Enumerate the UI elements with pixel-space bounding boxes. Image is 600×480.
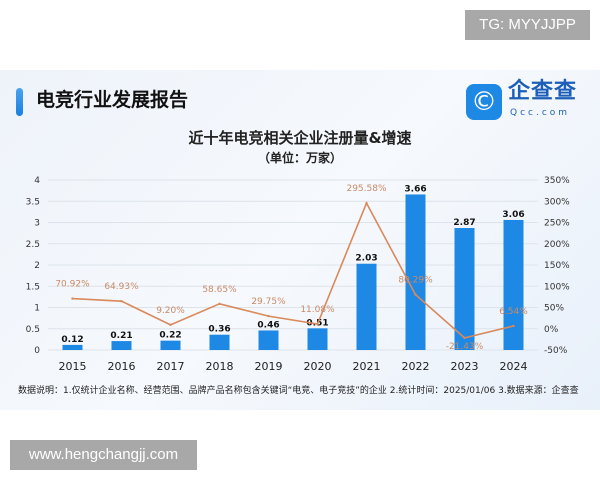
- bar-label: 3.66: [404, 184, 426, 194]
- y-right-tick: 200%: [544, 240, 570, 250]
- bar-2016: [111, 341, 132, 350]
- growth-point: [414, 293, 417, 296]
- y-left-tick: 2.5: [26, 240, 40, 250]
- bar-2015: [62, 344, 83, 350]
- growth-label: 6.54%: [499, 307, 528, 317]
- bar-label: 0.46: [257, 320, 279, 330]
- bar-2021: [356, 263, 377, 350]
- y-left-tick: 0.5: [26, 325, 40, 335]
- growth-label: 64.93%: [104, 282, 139, 292]
- y-left-tick: 3: [34, 219, 40, 229]
- bar-label: 2.87: [453, 218, 475, 228]
- y-left-tick: 4: [34, 176, 40, 186]
- report-card: [0, 70, 600, 410]
- growth-point: [267, 314, 270, 318]
- x-tick: 2023: [451, 360, 479, 373]
- y-right-tick: 50%: [544, 304, 564, 314]
- y-left-tick: 1: [34, 304, 40, 314]
- bar-2023: [454, 228, 475, 350]
- title-accent-bar: [16, 88, 23, 116]
- y-right-tick: 150%: [544, 261, 570, 271]
- bar-2020: [307, 328, 328, 350]
- y-right-tick: 100%: [544, 282, 570, 292]
- growth-point: [120, 299, 123, 303]
- growth-point: [71, 297, 74, 300]
- x-tick: 2021: [353, 360, 381, 373]
- bar-label: 3.06: [502, 210, 524, 220]
- bar-label: 0.12: [61, 335, 83, 345]
- growth-point: [463, 336, 466, 340]
- chart-subtitle: （单位：万家）: [257, 151, 342, 165]
- bar-2017: [160, 340, 181, 350]
- x-tick: 2017: [157, 360, 185, 373]
- chart-title: 近十年电竞相关企业注册量&增速: [188, 129, 412, 147]
- x-tick: 2022: [402, 360, 430, 373]
- x-tick: 2019: [255, 360, 283, 373]
- bar-2024: [503, 219, 524, 350]
- x-tick: 2018: [206, 360, 234, 373]
- growth-point: [365, 201, 368, 205]
- growth-label: 9.20%: [156, 306, 185, 316]
- x-tick: 2016: [108, 360, 136, 373]
- growth-line: [72, 201, 514, 339]
- growth-label: 70.92%: [55, 280, 90, 290]
- x-tick: 2015: [59, 360, 87, 373]
- bar-label: 2.03: [355, 254, 377, 264]
- bar-label: 0.36: [208, 325, 230, 335]
- growth-label: 58.65%: [202, 285, 237, 295]
- y-right-tick: 350%: [544, 176, 570, 186]
- watermark-tg: TG: MYYJJPP: [465, 10, 590, 40]
- growth-point: [316, 322, 319, 326]
- growth-label: 295.58%: [346, 184, 386, 194]
- qcc-logo-icon: ©: [466, 84, 502, 120]
- logo-name: 企查查: [508, 79, 578, 104]
- bar-label: 0.21: [110, 331, 132, 341]
- y-left-tick: 0: [34, 346, 40, 356]
- bar-2019: [258, 330, 279, 350]
- growth-label: -21.43%: [446, 342, 484, 352]
- footnote: 数据说明：1.仅统计企业名称、经营范围、品牌产品名称包含关键词“电竞、电子竞技”…: [18, 386, 579, 396]
- y-right-tick: 0%: [544, 325, 559, 335]
- growth-point: [169, 323, 172, 327]
- growth-label: 80.29%: [398, 276, 433, 286]
- y-left-tick: 3.5: [26, 197, 40, 207]
- watermark-site: www.hengchangjj.com: [10, 440, 197, 470]
- report-title: 电竞行业发展报告: [36, 89, 189, 111]
- bar-label: 0.22: [159, 331, 181, 341]
- y-right-tick: -50%: [544, 346, 568, 356]
- logo-sub: Qcc.com: [510, 108, 571, 118]
- y-left-tick: 2: [34, 261, 40, 271]
- x-tick: 2020: [304, 360, 332, 373]
- growth-point: [512, 324, 515, 328]
- y-left-tick: 1.5: [26, 282, 40, 292]
- y-right-tick: 300%: [544, 197, 570, 207]
- bar-2018: [209, 334, 230, 350]
- growth-label: 29.75%: [251, 297, 286, 307]
- bar-2022: [405, 194, 426, 350]
- x-tick: 2024: [500, 360, 528, 373]
- growth-point: [218, 302, 221, 306]
- growth-label: 11.08%: [300, 305, 335, 315]
- y-right-tick: 250%: [544, 219, 570, 229]
